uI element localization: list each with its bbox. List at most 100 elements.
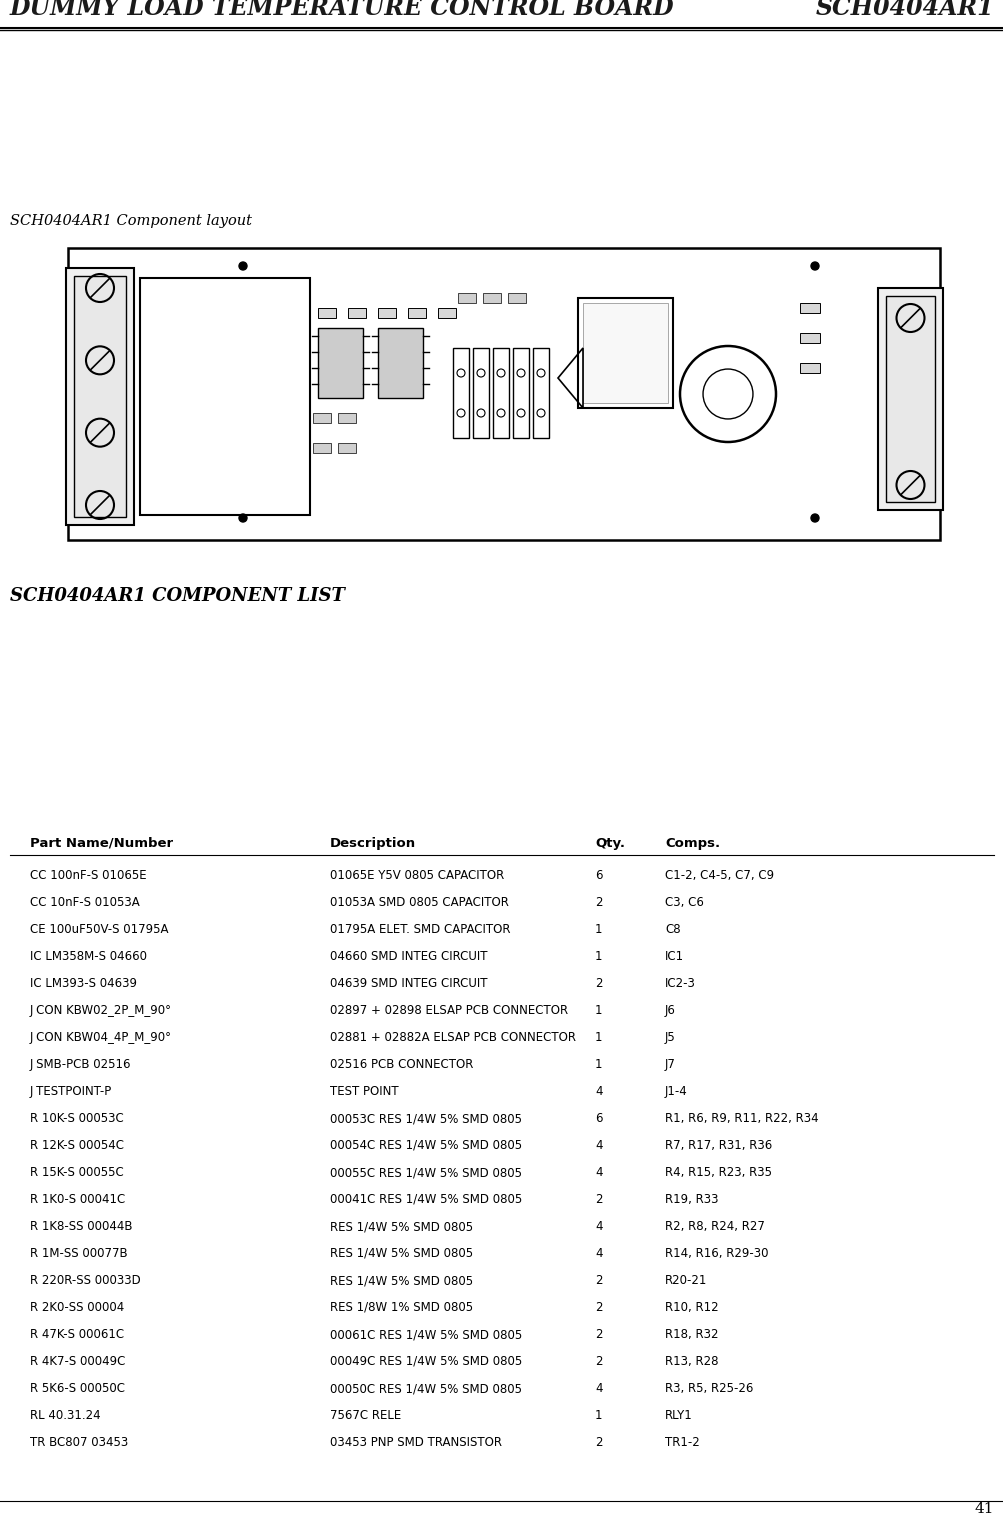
Text: R 5K6-S 00050C: R 5K6-S 00050C xyxy=(30,1382,125,1395)
Circle shape xyxy=(239,514,247,522)
Bar xyxy=(74,276,125,517)
Text: R10, R12: R10, R12 xyxy=(664,1301,718,1314)
Text: 00054C RES 1/4W 5% SMD 0805: 00054C RES 1/4W 5% SMD 0805 xyxy=(330,1139,522,1151)
Text: 2: 2 xyxy=(595,977,602,991)
Text: CC 100nF-S 01065E: CC 100nF-S 01065E xyxy=(30,870,146,882)
Text: J CON KBW02_2P_M_90°: J CON KBW02_2P_M_90° xyxy=(30,1004,172,1017)
Text: SCH0404AR1 COMPONENT LIST: SCH0404AR1 COMPONENT LIST xyxy=(10,586,345,605)
Text: RES 1/4W 5% SMD 0805: RES 1/4W 5% SMD 0805 xyxy=(330,1220,472,1232)
Text: Part Name/Number: Part Name/Number xyxy=(30,837,173,850)
Bar xyxy=(348,308,366,318)
Text: R7, R17, R31, R36: R7, R17, R31, R36 xyxy=(664,1139,771,1151)
Text: 02516 PCB CONNECTOR: 02516 PCB CONNECTOR xyxy=(330,1058,472,1072)
Text: R14, R16, R29-30: R14, R16, R29-30 xyxy=(664,1248,767,1260)
Bar xyxy=(513,348,529,438)
Text: 00055C RES 1/4W 5% SMD 0805: 00055C RES 1/4W 5% SMD 0805 xyxy=(330,1167,522,1179)
Text: R20-21: R20-21 xyxy=(664,1274,707,1288)
Text: J6: J6 xyxy=(664,1004,675,1017)
Text: Description: Description xyxy=(330,837,415,850)
Text: 2: 2 xyxy=(595,896,602,909)
Text: TR BC807 03453: TR BC807 03453 xyxy=(30,1436,128,1448)
Text: 4: 4 xyxy=(595,1085,602,1098)
Text: 03453 PNP SMD TRANSISTOR: 03453 PNP SMD TRANSISTOR xyxy=(330,1436,502,1448)
Text: 6: 6 xyxy=(595,1112,602,1125)
Text: 1: 1 xyxy=(595,951,602,963)
Text: 02881 + 02882A ELSAP PCB CONNECTOR: 02881 + 02882A ELSAP PCB CONNECTOR xyxy=(330,1030,576,1044)
Text: 1: 1 xyxy=(595,1030,602,1044)
Circle shape xyxy=(239,262,247,269)
Bar xyxy=(492,348,509,438)
Text: RES 1/4W 5% SMD 0805: RES 1/4W 5% SMD 0805 xyxy=(330,1248,472,1260)
Bar xyxy=(799,334,819,343)
Bar xyxy=(68,248,939,540)
Bar xyxy=(885,295,934,502)
Bar xyxy=(799,303,819,312)
Text: 04660 SMD INTEG CIRCUIT: 04660 SMD INTEG CIRCUIT xyxy=(330,951,487,963)
Text: R19, R33: R19, R33 xyxy=(664,1193,718,1206)
Text: 1: 1 xyxy=(595,1004,602,1017)
Text: 00053C RES 1/4W 5% SMD 0805: 00053C RES 1/4W 5% SMD 0805 xyxy=(330,1112,522,1125)
Bar xyxy=(878,288,942,510)
Bar xyxy=(583,303,667,403)
Text: R 47K-S 00061C: R 47K-S 00061C xyxy=(30,1327,124,1341)
Text: 2: 2 xyxy=(595,1355,602,1369)
Bar xyxy=(66,268,133,525)
Text: 4: 4 xyxy=(595,1382,602,1395)
Text: C3, C6: C3, C6 xyxy=(664,896,703,909)
Text: 00050C RES 1/4W 5% SMD 0805: 00050C RES 1/4W 5% SMD 0805 xyxy=(330,1382,522,1395)
Bar xyxy=(338,442,356,453)
Text: 00049C RES 1/4W 5% SMD 0805: 00049C RES 1/4W 5% SMD 0805 xyxy=(330,1355,522,1369)
Text: 7567C RELE: 7567C RELE xyxy=(330,1409,401,1422)
Bar xyxy=(508,292,526,303)
Bar xyxy=(377,308,395,318)
Text: R 1K8-SS 00044B: R 1K8-SS 00044B xyxy=(30,1220,132,1232)
Text: R 1K0-S 00041C: R 1K0-S 00041C xyxy=(30,1193,125,1206)
Text: R1, R6, R9, R11, R22, R34: R1, R6, R9, R11, R22, R34 xyxy=(664,1112,817,1125)
Text: 4: 4 xyxy=(595,1139,602,1151)
Text: IC LM358M-S 04660: IC LM358M-S 04660 xyxy=(30,951,146,963)
Text: J TESTPOINT-P: J TESTPOINT-P xyxy=(30,1085,112,1098)
Text: R18, R32: R18, R32 xyxy=(664,1327,718,1341)
Text: 2: 2 xyxy=(595,1436,602,1448)
Text: CC 10nF-S 01053A: CC 10nF-S 01053A xyxy=(30,896,139,909)
Bar xyxy=(482,292,500,303)
Text: 2: 2 xyxy=(595,1301,602,1314)
Text: J1-4: J1-4 xyxy=(664,1085,687,1098)
Bar xyxy=(338,413,356,423)
Text: CE 100uF50V-S 01795A: CE 100uF50V-S 01795A xyxy=(30,923,169,935)
Text: R2, R8, R24, R27: R2, R8, R24, R27 xyxy=(664,1220,764,1232)
Text: RL 40.31.24: RL 40.31.24 xyxy=(30,1409,100,1422)
Bar xyxy=(139,279,310,514)
Text: C8: C8 xyxy=(664,923,680,935)
Bar xyxy=(472,348,488,438)
Text: IC1: IC1 xyxy=(664,951,683,963)
Text: 4: 4 xyxy=(595,1248,602,1260)
Text: 00041C RES 1/4W 5% SMD 0805: 00041C RES 1/4W 5% SMD 0805 xyxy=(330,1193,522,1206)
Text: 2: 2 xyxy=(595,1327,602,1341)
Text: TR1-2: TR1-2 xyxy=(664,1436,699,1448)
Bar xyxy=(457,292,475,303)
Text: J5: J5 xyxy=(664,1030,675,1044)
Text: IC LM393-S 04639: IC LM393-S 04639 xyxy=(30,977,136,991)
Text: J SMB-PCB 02516: J SMB-PCB 02516 xyxy=(30,1058,131,1072)
Text: 1: 1 xyxy=(595,1409,602,1422)
Bar xyxy=(313,413,331,423)
Text: R 10K-S 00053C: R 10K-S 00053C xyxy=(30,1112,123,1125)
Text: RLY1: RLY1 xyxy=(664,1409,692,1422)
Text: 2: 2 xyxy=(595,1274,602,1288)
Text: J7: J7 xyxy=(664,1058,675,1072)
Text: R 220R-SS 00033D: R 220R-SS 00033D xyxy=(30,1274,140,1288)
Text: R 1M-SS 00077B: R 1M-SS 00077B xyxy=(30,1248,127,1260)
Text: R 15K-S 00055C: R 15K-S 00055C xyxy=(30,1167,123,1179)
Text: 4: 4 xyxy=(595,1220,602,1232)
Text: Qty.: Qty. xyxy=(595,837,625,850)
Bar xyxy=(452,348,468,438)
Bar xyxy=(313,442,331,453)
Text: DUMMY LOAD TEMPERATURE CONTROL BOARD: DUMMY LOAD TEMPERATURE CONTROL BOARD xyxy=(10,0,674,20)
Text: SCH0404AR1: SCH0404AR1 xyxy=(814,0,993,20)
Bar xyxy=(578,299,672,407)
Text: 41: 41 xyxy=(974,1502,993,1516)
Text: 4: 4 xyxy=(595,1167,602,1179)
Text: SCH0404AR1 Component layout: SCH0404AR1 Component layout xyxy=(10,214,252,228)
Text: R 2K0-SS 00004: R 2K0-SS 00004 xyxy=(30,1301,124,1314)
